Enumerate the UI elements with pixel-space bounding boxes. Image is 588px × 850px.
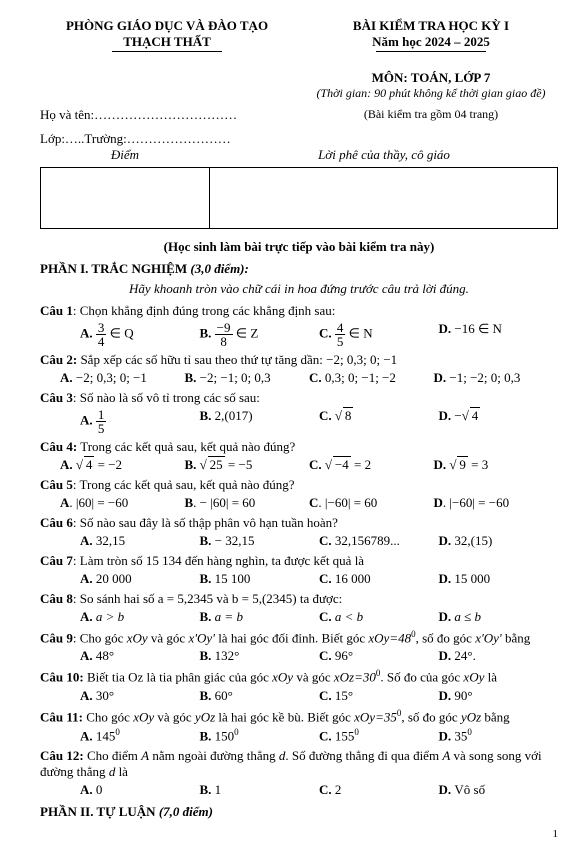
score-left-label: Điểm: [40, 147, 210, 163]
q1: Câu 1: Chọn khẳng định đúng trong các kh…: [40, 303, 558, 319]
q6-opts: A. 32,15 B. − 32,15 C. 32,156789... D. 3…: [80, 533, 558, 549]
q2: Câu 2: Sắp xếp các số hữu tỉ sau theo th…: [40, 352, 558, 368]
dept-line: PHÒNG GIÁO DỤC VÀ ĐÀO TẠO: [40, 18, 294, 34]
underline-right: [376, 50, 486, 52]
header-right: BÀI KIỂM TRA HỌC KỲ I Năm học 2024 – 202…: [304, 18, 558, 101]
part1-title: PHẦN I. TRẮC NGHIỆM (3,0 điểm):: [40, 261, 558, 277]
q7-opts: A. 20 000 B. 15 100 C. 16 000 D. 15 000: [80, 571, 558, 587]
exam-title: BÀI KIỂM TRA HỌC KỲ I Năm học 2024 – 202…: [304, 18, 558, 50]
subject-line: MÔN: TOÁN, LỚP 7: [304, 70, 558, 86]
page-number: 1: [40, 828, 558, 840]
name-line: Họ và tên:……………………………: [40, 107, 294, 123]
district-line: THẠCH THẤT: [40, 34, 294, 50]
part2-title: PHẦN II. TỰ LUẬN (7,0 điểm): [40, 804, 558, 820]
q4-opts: A. 4 = −2 B. 25 = −5 C. −4 = 2 D. 9 = 3: [60, 457, 558, 473]
q7: Câu 7: Làm tròn số 15 134 đến hàng nghìn…: [40, 553, 558, 569]
q12: Câu 12: Cho điểm A nằm ngoài đường thẳng…: [40, 748, 558, 780]
info-left: Họ và tên:…………………………… Lớp:…..Trường:……………: [40, 107, 294, 147]
underline-left: [112, 50, 222, 52]
q9: Câu 9: Cho góc xOy và góc x'Oy' là hai g…: [40, 629, 558, 646]
score-right-label: Lời phê của thầy, cô giáo: [210, 147, 558, 163]
header-left: PHÒNG GIÁO DỤC VÀ ĐÀO TẠO THẠCH THẤT: [40, 18, 294, 101]
score-box-right: [210, 167, 558, 229]
q11-opts: A. 1450 B. 1500 C. 1550 D. 350: [80, 727, 558, 744]
q1-opts: A. 34 ∈ Q B. −98 ∈ Z C. 45 ∈ N D. −16 ∈ …: [80, 321, 558, 348]
q2-opts: A. −2; 0,3; 0; −1 B. −2; −1; 0; 0,3 C. 0…: [60, 370, 558, 386]
score-labels: Điểm Lời phê của thầy, cô giáo: [40, 147, 558, 163]
direct-note: (Học sinh làm bài trực tiếp vào bài kiểm…: [40, 239, 558, 255]
q8-opts: A. a > b B. a = b C. a < b D. a ≤ b: [80, 609, 558, 625]
q5-opts: A. |60| = −60 B. − |60| = 60 C. |−60| = …: [60, 495, 558, 511]
header-block: PHÒNG GIÁO DỤC VÀ ĐÀO TẠO THẠCH THẤT BÀI…: [40, 18, 558, 101]
q12-opts: A. 0 B. 1 C. 2 D. Vô số: [80, 782, 558, 798]
info-right: (Bài kiểm tra gồm 04 trang): [304, 107, 558, 147]
part1-instruct: Hãy khoanh tròn vào chữ cái in hoa đứng …: [40, 281, 558, 297]
class-line: Lớp:…..Trường:……………………: [40, 131, 294, 147]
score-boxes: [40, 167, 558, 229]
q4: Câu 4: Trong các kết quả sau, kết quả nà…: [40, 439, 558, 455]
score-box-left: [40, 167, 210, 229]
q8: Câu 8: So sánh hai số a = 5,2345 và b = …: [40, 591, 558, 607]
q5: Câu 5: Trong các kết quả sau, kết quả nà…: [40, 477, 558, 493]
student-info: Họ và tên:…………………………… Lớp:…..Trường:……………: [40, 107, 558, 147]
pages-note: (Bài kiểm tra gồm 04 trang): [304, 107, 558, 122]
time-note: (Thời gian: 90 phút không kể thời gian g…: [304, 86, 558, 101]
q3: Câu 3: Số nào là số vô tỉ trong các số s…: [40, 390, 558, 406]
q11: Câu 11: Cho góc xOy và góc yOz là hai gó…: [40, 708, 558, 725]
q10: Câu 10: Biết tia Oz là tia phân giác của…: [40, 668, 558, 685]
q3-opts: A. 15 B. 2,(017) C. 8 D. −4: [80, 408, 558, 435]
q10-opts: A. 30° B. 60° C. 15° D. 90°: [80, 688, 558, 704]
q9-opts: A. 48° B. 132° C. 96° D. 24°.: [80, 648, 558, 664]
q6: Câu 6: Số nào sau đây là số thập phân vô…: [40, 515, 558, 531]
